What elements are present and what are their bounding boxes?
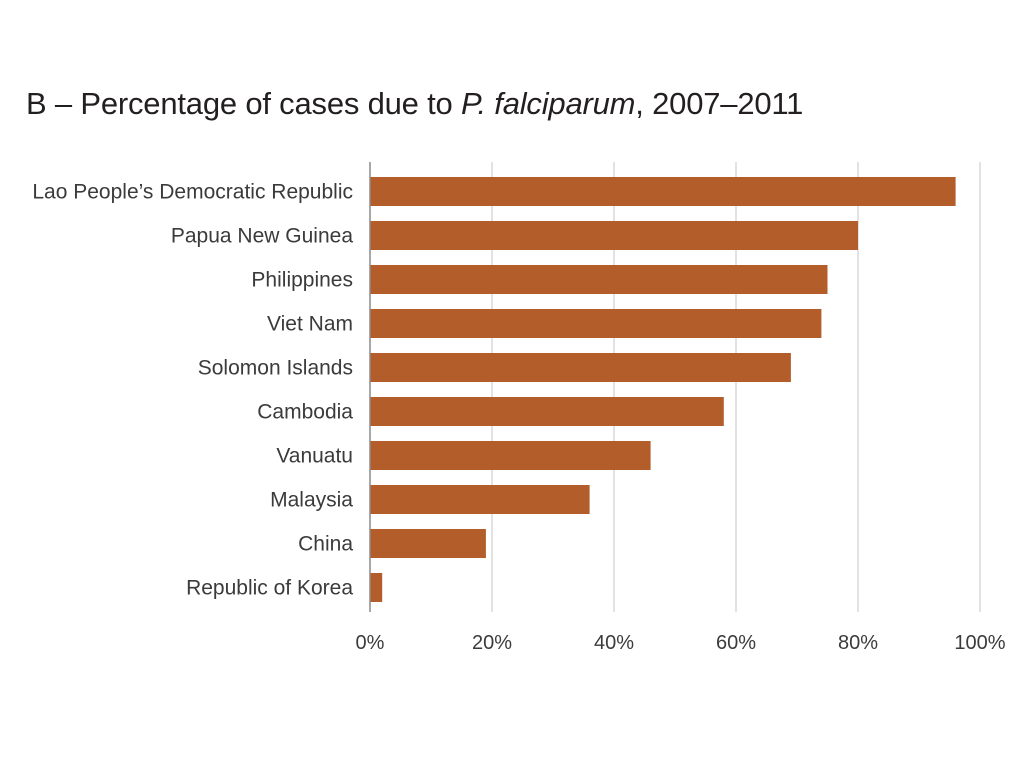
category-label: Vanuatu bbox=[276, 445, 353, 468]
chart-title-prefix: B – Percentage of cases due to bbox=[26, 86, 461, 121]
bar bbox=[370, 177, 956, 206]
chart-title-suffix: , 2007–2011 bbox=[635, 86, 804, 121]
bar bbox=[370, 265, 828, 294]
bar bbox=[370, 397, 724, 426]
category-label: Malaysia bbox=[270, 489, 353, 512]
bar bbox=[370, 353, 791, 382]
x-tick-label: 40% bbox=[594, 632, 634, 654]
category-label: Viet Nam bbox=[267, 313, 353, 336]
category-label: Philippines bbox=[251, 269, 353, 292]
category-label: Republic of Korea bbox=[186, 577, 353, 600]
bars bbox=[370, 177, 956, 602]
x-tick-label: 60% bbox=[716, 632, 756, 654]
x-tick-labels: 0% 20% 40% 60% 80% 100% bbox=[356, 632, 1006, 654]
category-label: Solomon Islands bbox=[198, 357, 353, 380]
category-label: China bbox=[298, 533, 353, 556]
x-tick-label: 100% bbox=[954, 632, 1005, 654]
bar bbox=[370, 529, 486, 558]
category-label: Papua New Guinea bbox=[171, 225, 353, 248]
category-label: Cambodia bbox=[257, 401, 353, 424]
category-labels: Lao People’s Democratic Republic Papua Ne… bbox=[32, 181, 353, 600]
bar bbox=[370, 485, 590, 514]
x-tick-label: 20% bbox=[472, 632, 512, 654]
x-tick-label: 0% bbox=[356, 632, 385, 654]
bar bbox=[370, 441, 651, 470]
chart-title-italic: P. falciparum bbox=[460, 86, 636, 121]
x-tick-label: 80% bbox=[838, 632, 878, 654]
chart-title: B – Percentage of cases due to P. falcip… bbox=[26, 86, 803, 122]
bar bbox=[370, 221, 858, 250]
bar bbox=[370, 309, 822, 338]
bar bbox=[370, 573, 383, 602]
category-label: Lao People’s Democratic Republic bbox=[32, 181, 353, 204]
